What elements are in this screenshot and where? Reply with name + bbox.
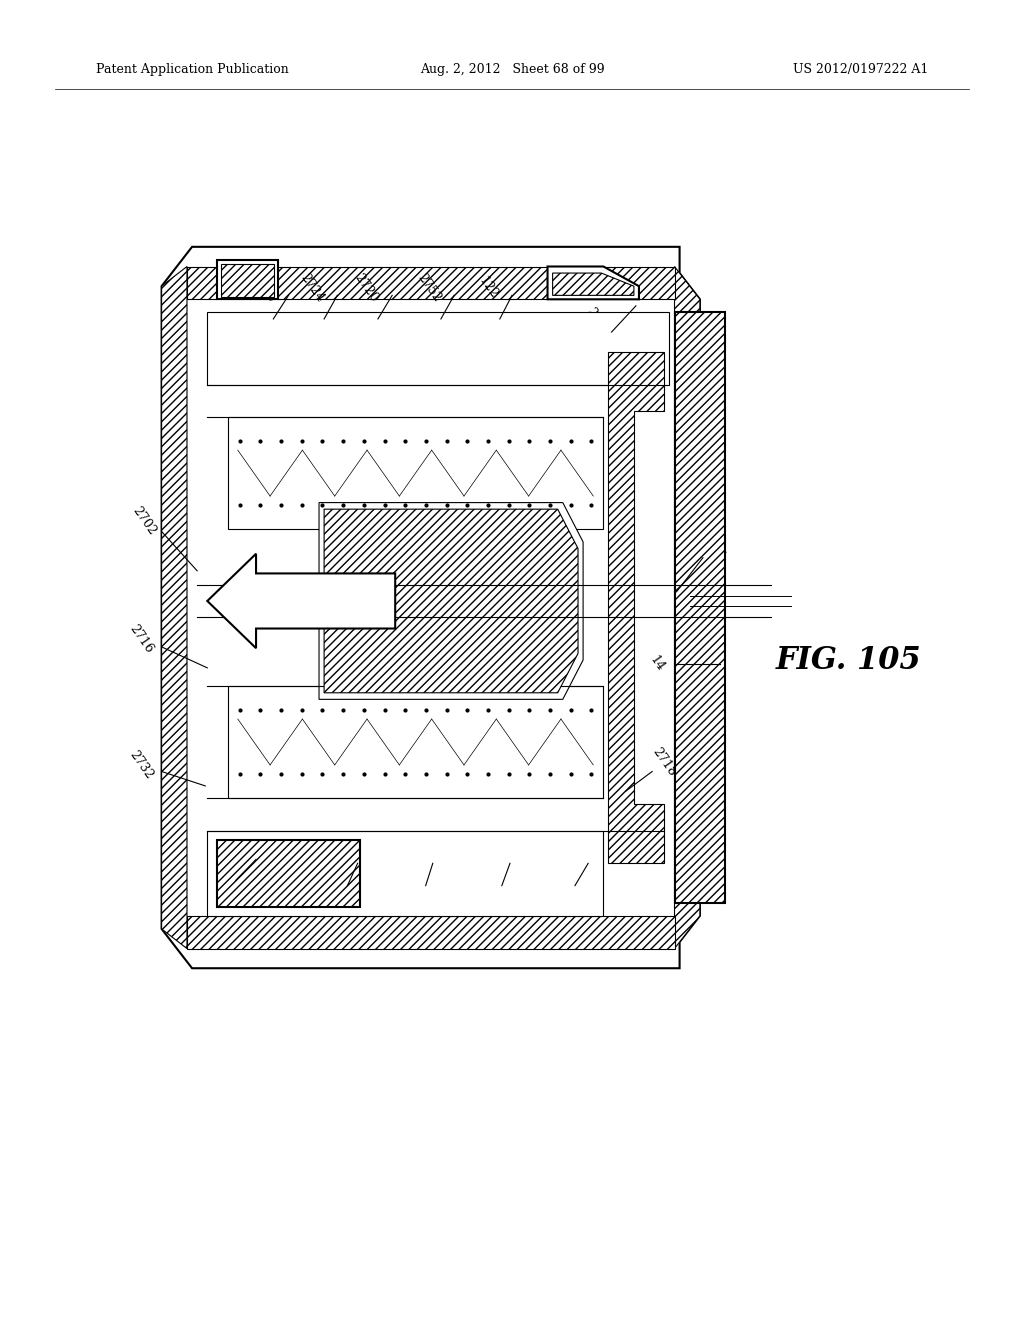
Polygon shape: [162, 247, 699, 969]
Polygon shape: [553, 273, 634, 296]
Text: FIG. 105: FIG. 105: [776, 644, 922, 676]
Polygon shape: [548, 267, 639, 300]
Text: 2716: 2716: [127, 622, 156, 656]
Polygon shape: [162, 267, 187, 949]
Polygon shape: [325, 510, 578, 693]
Text: US 2012/0197222 A1: US 2012/0197222 A1: [793, 63, 929, 77]
Bar: [217, 840, 359, 907]
Polygon shape: [217, 260, 279, 300]
Bar: [675, 313, 725, 903]
Bar: [207, 830, 603, 916]
Polygon shape: [608, 351, 665, 863]
Text: 2724: 2724: [298, 271, 327, 304]
Text: 2718: 2718: [650, 746, 679, 779]
Polygon shape: [187, 916, 675, 949]
Polygon shape: [319, 503, 583, 700]
Text: 14: 14: [647, 653, 668, 675]
FancyArrow shape: [207, 554, 395, 648]
Text: 2702: 2702: [130, 504, 159, 537]
Text: 2708: 2708: [584, 305, 612, 338]
Text: 2732: 2732: [127, 748, 156, 781]
Text: 2752: 2752: [415, 271, 443, 304]
Text: 2754: 2754: [546, 882, 574, 915]
Text: 2736: 2736: [472, 882, 501, 916]
Bar: [220, 264, 274, 297]
Bar: [227, 417, 603, 529]
Text: 2720: 2720: [351, 271, 380, 304]
Text: 2728: 2728: [206, 876, 234, 911]
Bar: [227, 686, 603, 797]
Text: 122: 122: [475, 275, 500, 301]
Text: Patent Application Publication: Patent Application Publication: [95, 63, 289, 77]
Text: 2726: 2726: [249, 271, 278, 304]
Polygon shape: [675, 267, 699, 949]
Bar: [207, 313, 670, 384]
Text: 224: 224: [703, 535, 727, 562]
Text: 2746: 2746: [317, 882, 347, 916]
Polygon shape: [187, 267, 675, 300]
Text: 2730: 2730: [396, 882, 425, 916]
Text: Aug. 2, 2012   Sheet 68 of 99: Aug. 2, 2012 Sheet 68 of 99: [420, 63, 604, 77]
